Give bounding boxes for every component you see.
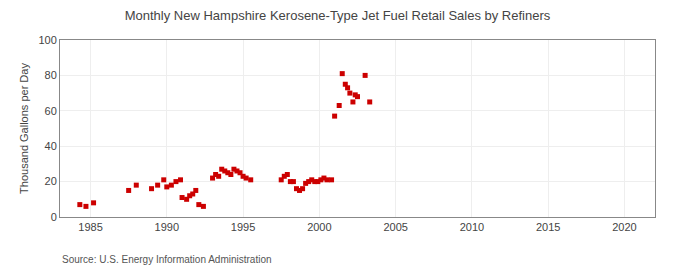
svg-text:Monthly New Hampshire Kerosene: Monthly New Hampshire Kerosene-Type Jet … [125,8,551,23]
svg-text:2010: 2010 [460,221,484,233]
svg-text:2020: 2020 [612,221,636,233]
svg-text:2005: 2005 [383,221,407,233]
svg-text:Thousand Gallons per Day: Thousand Gallons per Day [18,63,30,194]
svg-text:80: 80 [45,69,57,81]
svg-text:100: 100 [38,34,56,46]
svg-text:0: 0 [51,211,57,223]
svg-text:60: 60 [45,105,57,117]
svg-text:Source: U.S. Energy Informatio: Source: U.S. Energy Information Administ… [62,254,272,265]
svg-text:40: 40 [45,140,57,152]
svg-text:2015: 2015 [536,221,560,233]
svg-text:2000: 2000 [307,221,331,233]
svg-text:20: 20 [45,175,57,187]
svg-text:1985: 1985 [78,221,102,233]
svg-text:1990: 1990 [155,221,179,233]
svg-text:1995: 1995 [231,221,255,233]
